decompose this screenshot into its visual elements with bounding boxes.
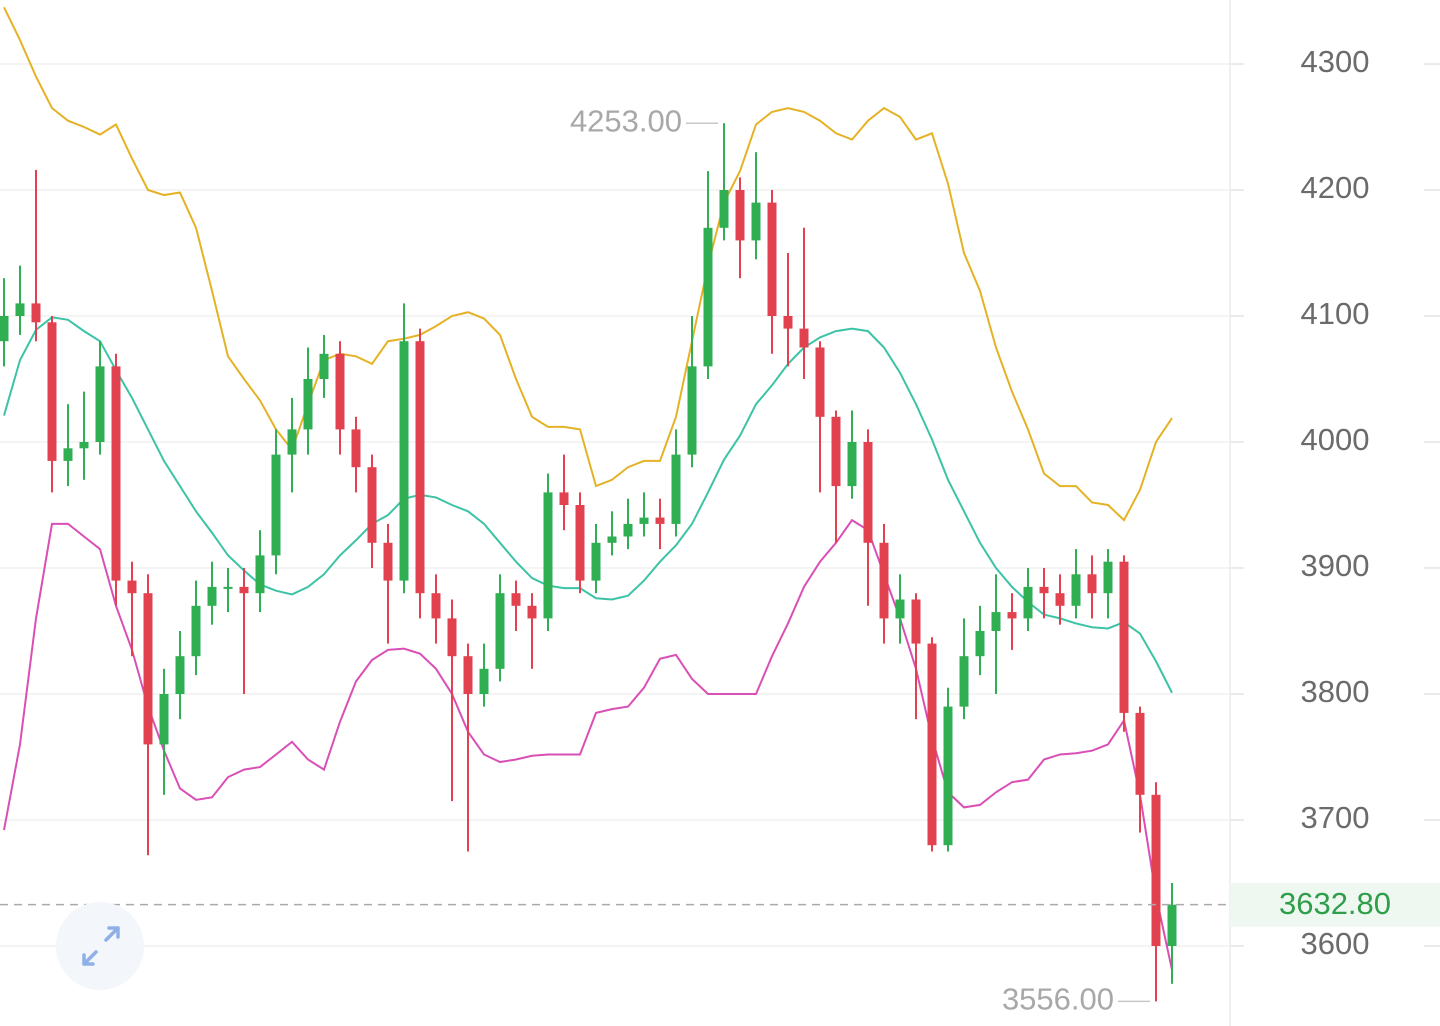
candle-body bbox=[47, 322, 57, 461]
annotation-label: 4253.00 bbox=[570, 103, 682, 138]
candle-body bbox=[687, 366, 697, 455]
candle-body bbox=[463, 656, 473, 694]
annotation-label: 3556.00 bbox=[1002, 982, 1114, 1017]
candle-body bbox=[431, 593, 441, 619]
candle-body bbox=[31, 303, 41, 323]
candle-body bbox=[223, 586, 233, 589]
candle-body bbox=[623, 523, 633, 537]
candle-body bbox=[15, 303, 25, 317]
candle-body bbox=[1151, 794, 1161, 946]
candle-body bbox=[511, 593, 521, 606]
candle-body bbox=[751, 202, 761, 241]
y-tick-label: 4200 bbox=[1301, 170, 1370, 205]
candle-body bbox=[1167, 904, 1177, 946]
candle-body bbox=[671, 454, 681, 524]
candle-body bbox=[735, 190, 745, 241]
candle-body bbox=[591, 542, 601, 581]
candle-body bbox=[1087, 574, 1097, 594]
band-line bbox=[3, 316, 1173, 694]
candle-body bbox=[287, 429, 297, 455]
candle-body bbox=[239, 586, 249, 594]
expand-button-bg[interactable] bbox=[56, 902, 144, 990]
candle-body bbox=[975, 630, 985, 657]
candle-body bbox=[719, 190, 729, 228]
candle-body bbox=[95, 366, 105, 443]
candle-body bbox=[799, 328, 809, 348]
grid bbox=[0, 63, 1440, 947]
candle-body bbox=[319, 353, 329, 380]
candle-body bbox=[575, 504, 585, 581]
candle-body bbox=[399, 341, 409, 581]
candle-body bbox=[815, 347, 825, 417]
candle-body bbox=[175, 656, 185, 694]
candle-body bbox=[639, 517, 649, 524]
candle-body bbox=[543, 492, 553, 619]
candle-body bbox=[191, 605, 201, 657]
candle-body bbox=[303, 379, 313, 430]
candle-body bbox=[911, 599, 921, 644]
y-tick-label: 4000 bbox=[1301, 422, 1370, 457]
candle-body bbox=[831, 416, 841, 487]
candle-body bbox=[895, 599, 905, 619]
candle-body bbox=[927, 643, 937, 846]
candle-body bbox=[863, 442, 873, 543]
y-tick-label: 3700 bbox=[1301, 800, 1370, 835]
y-tick-label: 4300 bbox=[1301, 44, 1370, 79]
candle-body bbox=[351, 429, 361, 468]
candle-body bbox=[767, 202, 777, 317]
y-tick-label: 3600 bbox=[1301, 926, 1370, 961]
candle-body bbox=[847, 442, 857, 487]
candle-body bbox=[1071, 574, 1081, 606]
candle-body bbox=[495, 593, 505, 669]
candle-body bbox=[383, 542, 393, 581]
y-tick-label: 4100 bbox=[1301, 296, 1370, 331]
candle-body bbox=[367, 467, 377, 543]
candle-body bbox=[607, 536, 617, 543]
candle-body bbox=[991, 612, 1001, 631]
candle-body bbox=[879, 542, 889, 619]
candle-body bbox=[0, 316, 9, 342]
candle-body bbox=[479, 668, 489, 694]
candle-body bbox=[271, 454, 281, 556]
expand-button[interactable] bbox=[56, 902, 144, 990]
candle-body bbox=[159, 693, 169, 745]
candle-body bbox=[335, 353, 345, 430]
candle-body bbox=[79, 442, 89, 449]
candle-body bbox=[207, 586, 217, 606]
last-price-tag bbox=[1230, 882, 1440, 927]
candle-body bbox=[127, 580, 137, 594]
band-line bbox=[3, 6, 1173, 522]
candle-body bbox=[559, 492, 569, 505]
candle-body bbox=[1023, 586, 1033, 619]
candle-body bbox=[943, 706, 953, 846]
candle-body bbox=[1103, 561, 1113, 594]
candle-body bbox=[527, 605, 537, 619]
candle-body bbox=[703, 227, 713, 367]
candle-body bbox=[1119, 561, 1129, 713]
candle-body bbox=[111, 366, 121, 581]
candle-body bbox=[1055, 593, 1065, 606]
candle-body bbox=[255, 555, 265, 594]
candle-body bbox=[783, 316, 793, 329]
candle-body bbox=[959, 656, 969, 707]
last-price-label: 3632.80 bbox=[1279, 886, 1391, 921]
candle-body bbox=[1039, 586, 1049, 594]
candle-body bbox=[143, 593, 153, 745]
expand-icon[interactable] bbox=[82, 926, 120, 966]
candle-body bbox=[1135, 712, 1145, 795]
candle-body bbox=[1007, 612, 1017, 619]
band-line bbox=[3, 518, 1173, 971]
candle-body bbox=[655, 517, 665, 524]
candle-body bbox=[415, 341, 425, 594]
y-tick-label: 3800 bbox=[1301, 674, 1370, 709]
y-tick-label: 3900 bbox=[1301, 548, 1370, 583]
candle-body bbox=[447, 618, 457, 657]
candle-body bbox=[63, 448, 73, 461]
